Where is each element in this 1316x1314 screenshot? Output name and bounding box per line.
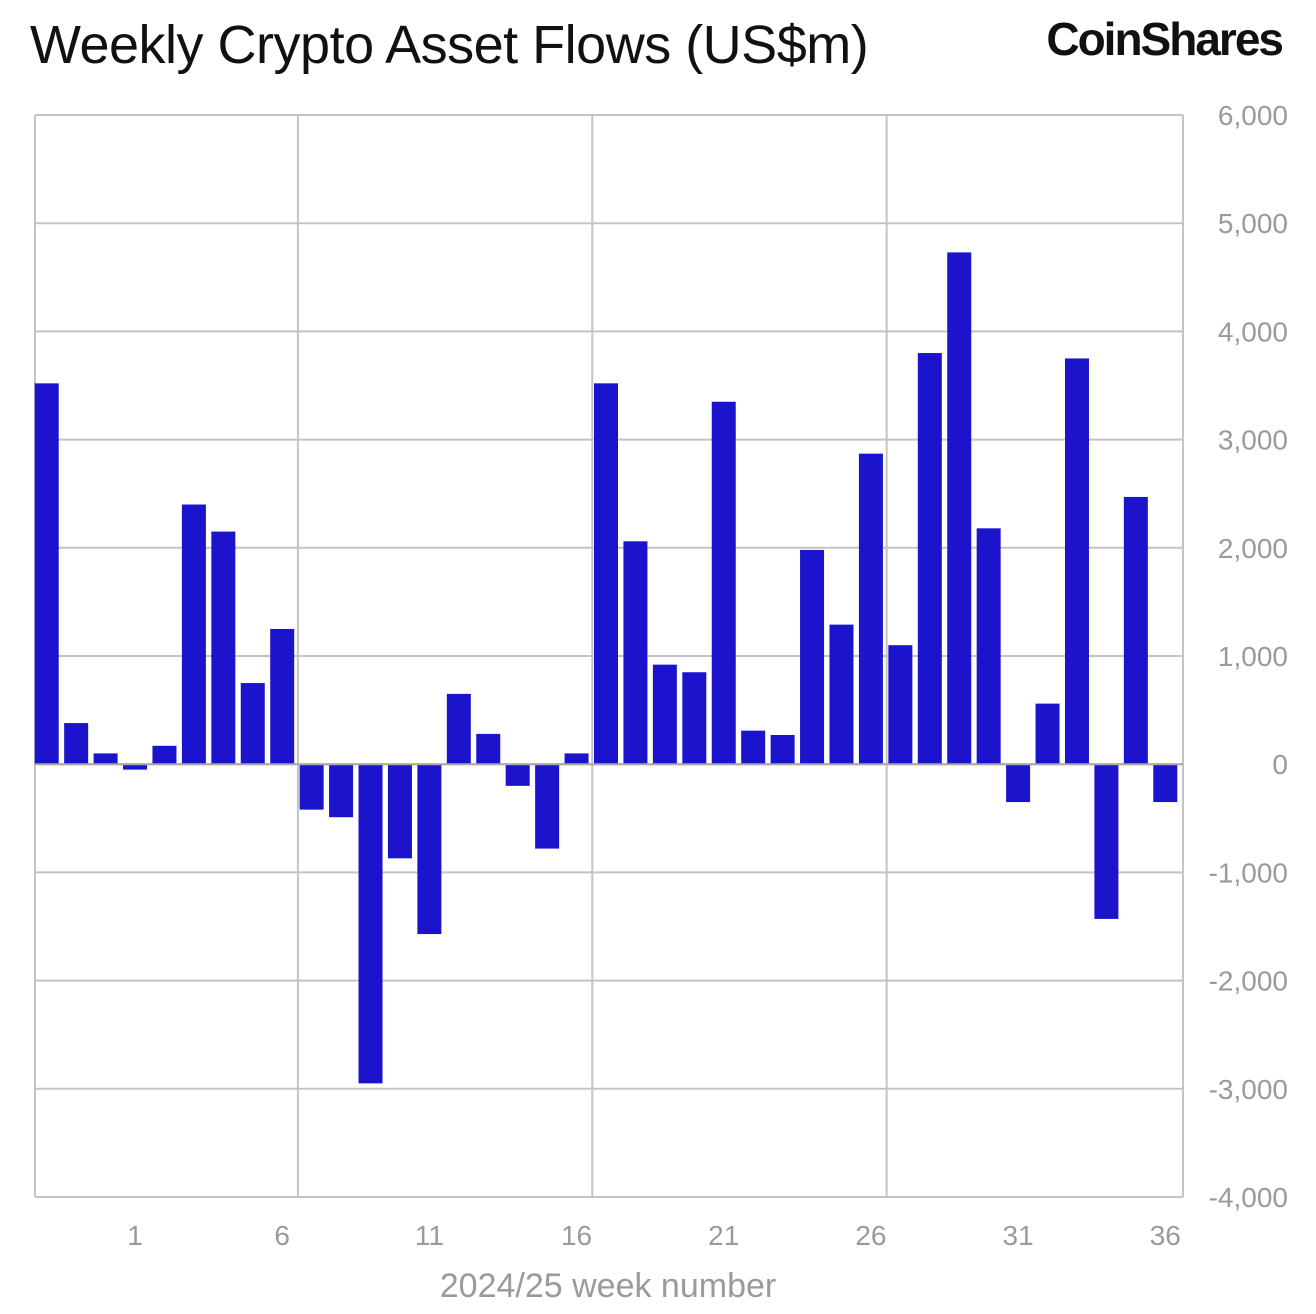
bar xyxy=(711,401,736,765)
bar xyxy=(270,628,295,765)
y-tick-label: -3,000 xyxy=(1209,1074,1288,1105)
bar xyxy=(1153,764,1178,803)
y-tick-label: -4,000 xyxy=(1209,1182,1288,1213)
bar xyxy=(623,541,648,765)
bar xyxy=(1064,358,1089,765)
bar xyxy=(93,753,118,765)
bar xyxy=(888,645,913,765)
bar xyxy=(181,504,206,765)
x-tick-label: 16 xyxy=(561,1220,592,1251)
bar xyxy=(1094,764,1119,919)
bar xyxy=(34,383,59,765)
bar xyxy=(358,764,383,1084)
y-tick-label: 5,000 xyxy=(1218,208,1288,239)
bar xyxy=(947,252,972,765)
x-axis-title: 2024/25 week number xyxy=(440,1267,776,1305)
y-tick-label: 2,000 xyxy=(1218,533,1288,564)
bar xyxy=(1035,703,1060,765)
bar xyxy=(594,383,618,765)
bar xyxy=(64,723,89,765)
bar xyxy=(1123,496,1148,765)
bar xyxy=(858,453,883,765)
bar xyxy=(417,764,442,935)
bar xyxy=(917,353,942,765)
bar xyxy=(652,664,677,765)
x-tick-label: 21 xyxy=(708,1220,739,1251)
y-tick-label: 6,000 xyxy=(1218,100,1288,131)
bar xyxy=(535,764,560,849)
bar xyxy=(1006,764,1031,803)
x-tick-label: 6 xyxy=(274,1220,290,1251)
coinshares-logo: CoinShares xyxy=(1046,13,1284,65)
x-tick-label: 1 xyxy=(127,1220,143,1251)
bar xyxy=(976,528,1001,765)
bar xyxy=(564,753,589,765)
bar xyxy=(446,693,471,765)
bar xyxy=(299,764,324,810)
bar xyxy=(387,764,412,859)
bar xyxy=(829,624,854,765)
y-tick-label: 3,000 xyxy=(1218,425,1288,456)
y-tick-label: 1,000 xyxy=(1218,641,1288,672)
bar xyxy=(505,764,530,786)
x-tick-label: 11 xyxy=(415,1220,444,1251)
bar xyxy=(476,733,501,765)
x-tick-label: 36 xyxy=(1150,1220,1181,1251)
x-tick-label: 31 xyxy=(1003,1220,1034,1251)
bar xyxy=(682,672,707,765)
bar xyxy=(800,549,825,765)
y-tick-label: 0 xyxy=(1272,749,1288,780)
bar xyxy=(152,745,177,765)
y-tick-label: -1,000 xyxy=(1209,857,1288,888)
bar xyxy=(741,730,766,765)
bar xyxy=(329,764,354,818)
bar xyxy=(770,734,795,765)
bar xyxy=(211,531,236,765)
bar xyxy=(240,683,265,765)
bar xyxy=(123,764,148,770)
chart-title: Weekly Crypto Asset Flows (US$m) xyxy=(30,15,869,75)
x-tick-label: 26 xyxy=(855,1220,886,1251)
y-tick-label: -2,000 xyxy=(1209,966,1288,997)
y-tick-label: 4,000 xyxy=(1218,316,1288,347)
